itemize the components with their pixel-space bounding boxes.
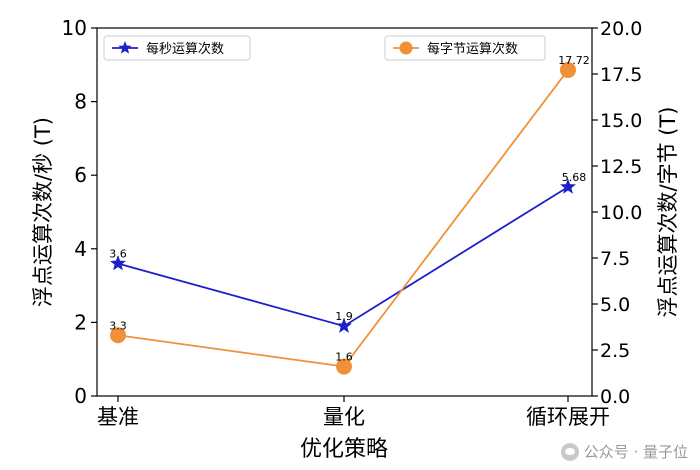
data-point-circle (336, 358, 352, 375)
data-point-star (336, 317, 352, 333)
legend-label: 每字节运算次数 (427, 41, 518, 57)
y-left-axis-title: 浮点运算次数/秒 (T) (31, 117, 55, 307)
legend-label: 每秒运算次数 (146, 41, 224, 57)
wechat-icon (560, 442, 579, 461)
y-left-tick-label: 4 (74, 237, 87, 261)
legend-box (103, 35, 251, 61)
y-left-tick-label: 6 (74, 163, 87, 187)
y-right-tick-label: 7.5 (600, 248, 630, 270)
data-point-circle (110, 327, 126, 344)
data-label: 1.9 (335, 310, 353, 323)
legend-star-marker (118, 41, 132, 54)
data-label: 3.3 (109, 319, 127, 332)
series-line-1 (117, 186, 569, 328)
y-right-tick-label: 17.5 (600, 64, 642, 86)
y-left-tick-label: 2 (74, 310, 87, 334)
y-right-tick-label: 20.0 (600, 18, 642, 40)
y-left-tick-label: 0 (74, 384, 87, 408)
legend-box (384, 35, 546, 61)
watermark: 公众号 · 量子位 (560, 441, 688, 462)
y-right-tick-label: 10.0 (600, 202, 642, 224)
y-left-tick-label: 8 (74, 90, 87, 114)
data-label: 5.68 (562, 171, 587, 184)
watermark-text: 公众号 · 量子位 (583, 443, 688, 461)
y-right-tick-label: 15.0 (600, 110, 642, 132)
y-right-tick-label: 5.0 (600, 294, 630, 316)
data-label: 3.6 (109, 248, 127, 261)
data-point-star (110, 255, 126, 271)
data-label: 17.72 (558, 54, 590, 67)
y-right-tick-label: 0.0 (600, 386, 630, 408)
data-point-circle (560, 61, 576, 78)
data-label: 1.6 (335, 351, 353, 364)
y-right-axis-title: 浮点运算次数/字节 (T) (656, 107, 680, 318)
legend-circle-marker (399, 41, 413, 55)
y-right-tick-label: 2.5 (600, 340, 630, 362)
y-right-tick-label: 12.5 (600, 156, 642, 178)
x-tick-label: 基准 (97, 405, 139, 429)
x-axis-title: 优化策略 (300, 437, 388, 462)
y-left-tick-label: 10 (62, 16, 87, 40)
plot-frame (96, 27, 593, 397)
x-tick-label: 量化 (323, 405, 365, 429)
data-point-star (560, 178, 576, 194)
x-tick-label: 循环展开 (526, 405, 610, 429)
